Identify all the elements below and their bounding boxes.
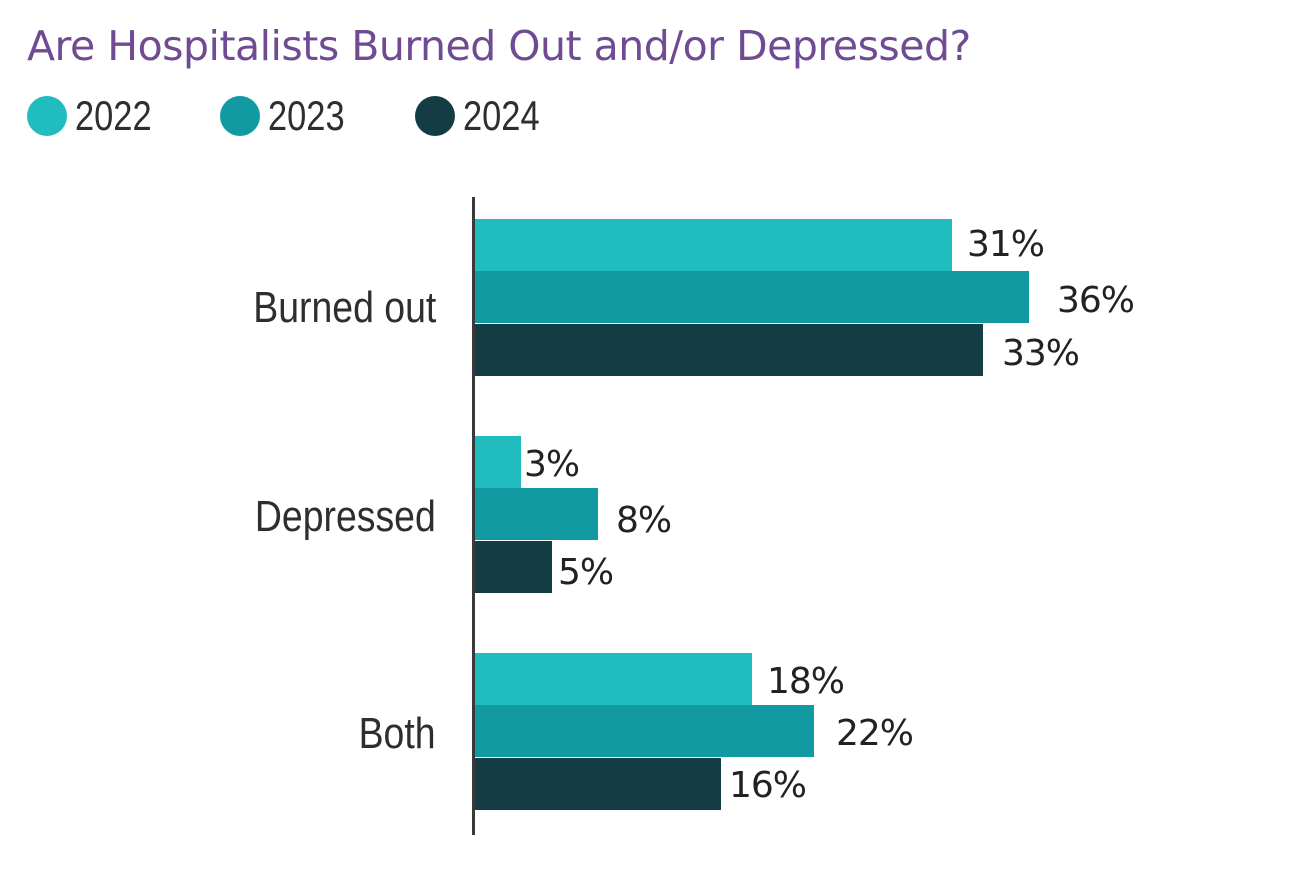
chart-title: Are Hospitalists Burned Out and/or Depre…: [27, 22, 971, 70]
legend-label: 2023: [268, 92, 345, 139]
category-label-burned-out: Burned out: [253, 283, 436, 332]
value-label: 36%: [1057, 280, 1135, 321]
bar-depressed-2022: [475, 436, 521, 488]
value-label: 16%: [729, 765, 807, 806]
value-label: 8%: [616, 500, 672, 541]
legend-item-2022: 2022: [27, 92, 168, 140]
bar-burned-out-2023: [475, 271, 1029, 323]
legend-item-2024: 2024: [415, 92, 556, 140]
bar-burned-out-2022: [475, 219, 952, 271]
bar-both-2023: [475, 705, 814, 757]
y-axis-line: [472, 197, 475, 835]
legend-label: 2022: [75, 92, 152, 139]
value-label: 18%: [767, 661, 845, 702]
value-label: 33%: [1002, 333, 1080, 374]
value-label: 3%: [524, 444, 580, 485]
bar-burned-out-2024: [475, 324, 983, 376]
value-label: 31%: [967, 224, 1045, 265]
bar-depressed-2023: [475, 488, 598, 540]
bar-both-2024: [475, 758, 721, 810]
legend-dot-icon: [27, 96, 67, 136]
value-label: 5%: [558, 552, 614, 593]
legend-item-2023: 2023: [220, 92, 361, 140]
bar-both-2022: [475, 653, 752, 705]
bar-depressed-2024: [475, 541, 552, 593]
legend-label: 2024: [463, 92, 540, 139]
value-label: 22%: [836, 713, 914, 754]
category-label-depressed: Depressed: [255, 492, 436, 541]
category-label-both: Both: [359, 709, 436, 758]
legend-dot-icon: [220, 96, 260, 136]
legend-dot-icon: [415, 96, 455, 136]
